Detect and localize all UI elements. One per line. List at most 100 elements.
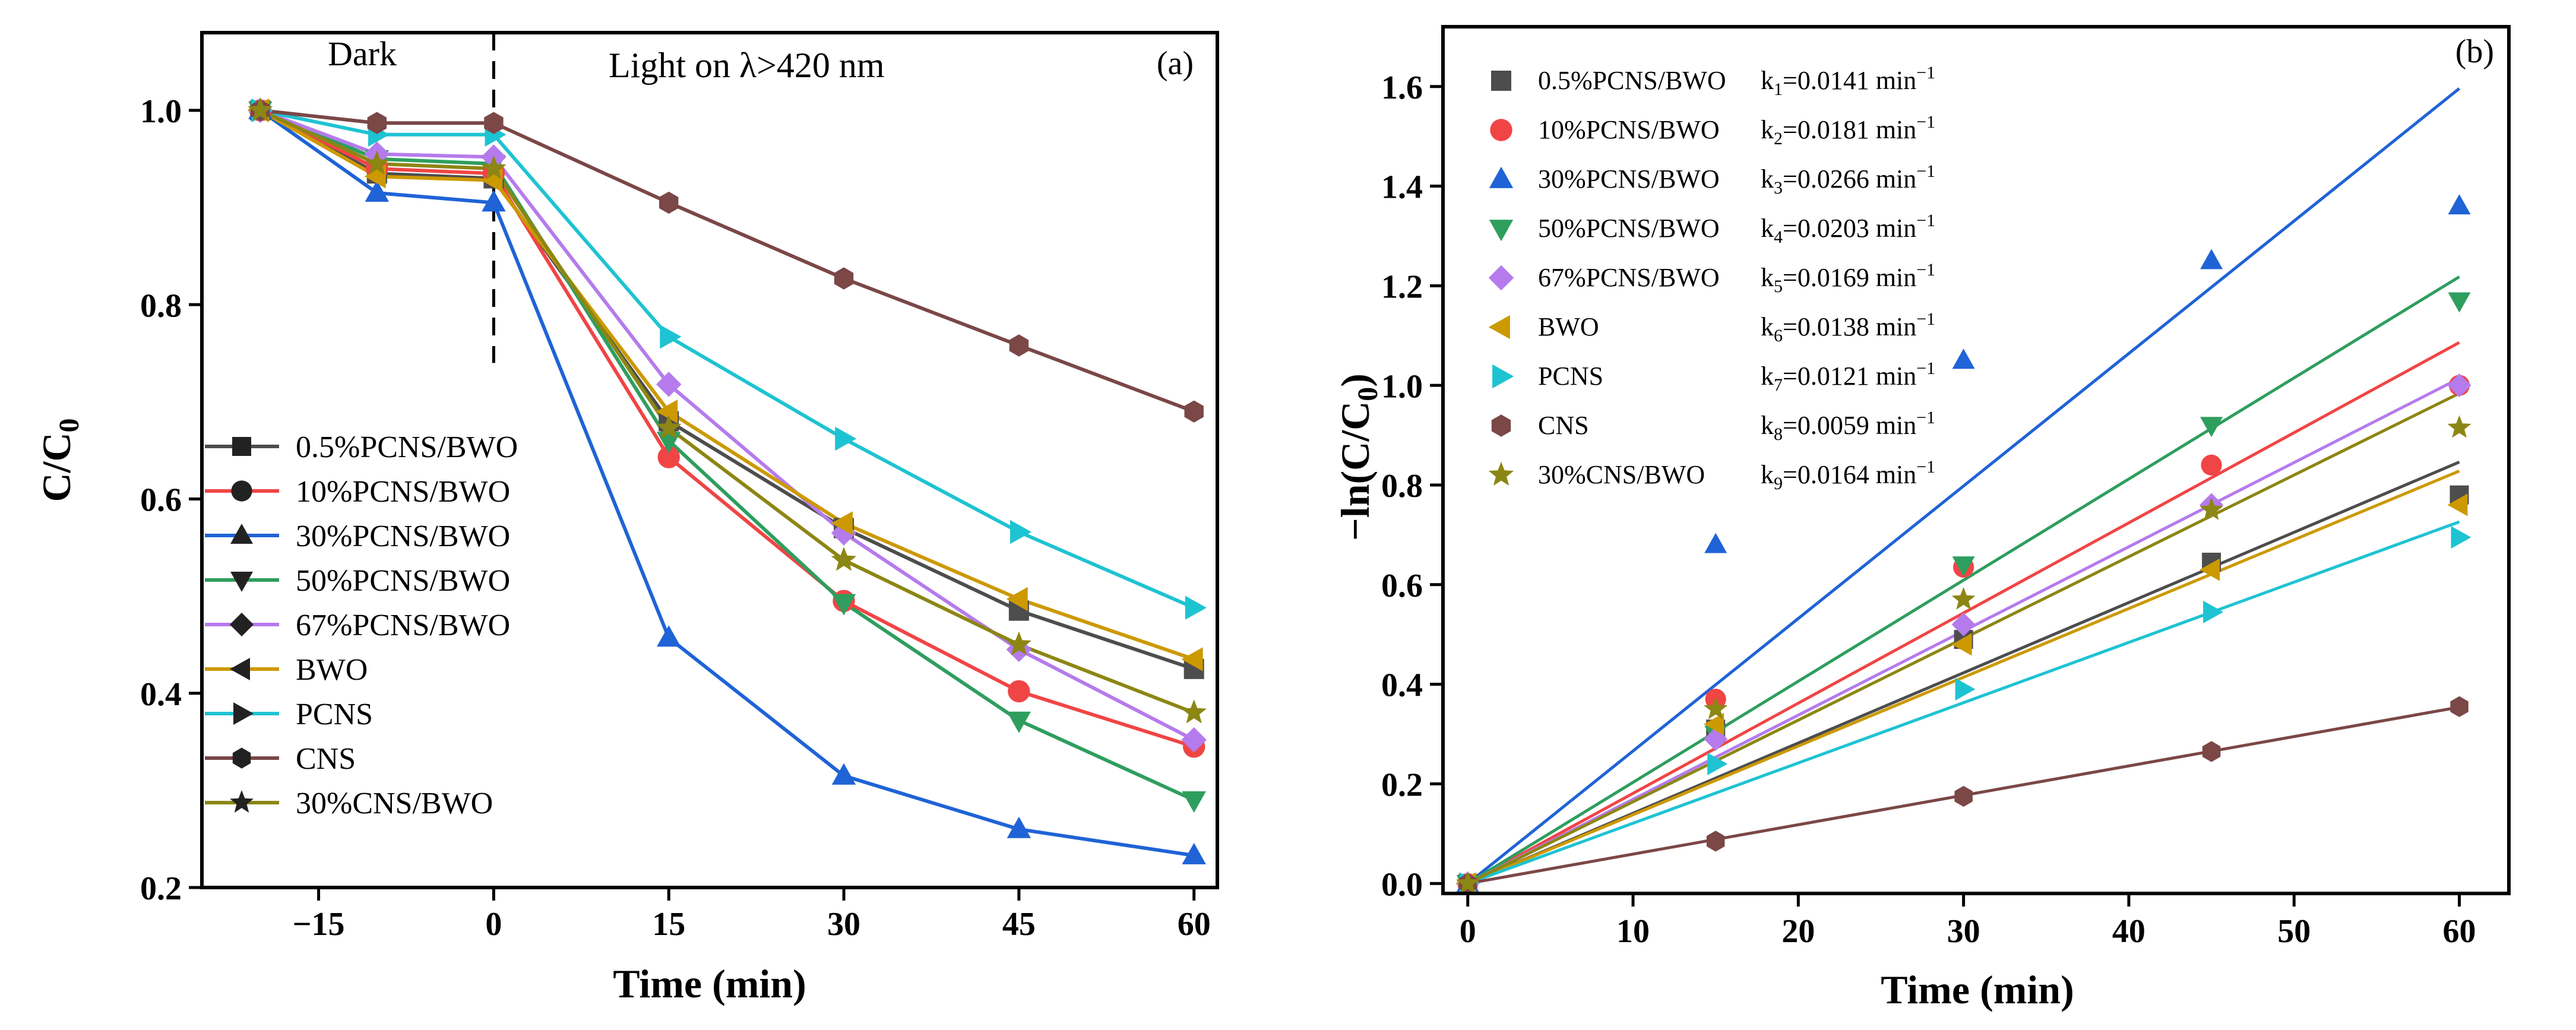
light-annotation: Light on λ>420 nm xyxy=(609,46,885,85)
rate-subscript: 4 xyxy=(1774,227,1783,247)
series-line-67-pcns-bwo xyxy=(260,109,1195,741)
rate-value: =0.0266 min xyxy=(1783,164,1916,194)
legend-label-10-pcns-bwo: 10%PCNS/BWO xyxy=(296,475,510,509)
data-point-cns xyxy=(659,191,679,214)
rate-unit-superscript: −1 xyxy=(1916,408,1935,427)
data-point-10-pcns-bwo xyxy=(1008,680,1030,703)
data-point-30-pcns-bwo xyxy=(1704,533,1727,553)
panel-b-xlabel: Time (min) xyxy=(1881,967,2074,1012)
rate-subscript: 9 xyxy=(1774,474,1783,493)
data-point-50-pcns-bwo xyxy=(1007,711,1031,733)
data-point-30-cns-bwo xyxy=(481,155,507,180)
legend-marker-30-cns-bwo xyxy=(230,790,254,813)
data-point-bwo xyxy=(1006,587,1028,611)
legend-marker-0-5-pcns-bwo xyxy=(1491,71,1511,91)
legend-rate-50-pcns-bwo: k4=0.0203 min−1 xyxy=(1761,211,1935,247)
rate-symbol: k xyxy=(1761,214,1774,243)
rate-unit-superscript: −1 xyxy=(1916,359,1935,378)
legend-marker-bwo xyxy=(1488,315,1510,340)
panel-b-marks xyxy=(1455,87,2471,896)
data-point-30-pcns-bwo xyxy=(1007,816,1031,838)
rate-symbol: k xyxy=(1761,362,1774,391)
panel-b-xtick-label: 50 xyxy=(2277,913,2311,950)
fit-line-50-pcns-bwo xyxy=(1467,275,2460,885)
data-point-cns xyxy=(1184,400,1204,423)
data-point-30-cns-bwo xyxy=(656,414,682,439)
rate-subscript: 8 xyxy=(1774,424,1783,444)
data-point-50-pcns-bwo xyxy=(2448,292,2471,313)
data-point-pcns xyxy=(1955,678,1976,701)
legend-label-67-pcns-bwo: 67%PCNS/BWO xyxy=(296,609,510,642)
rate-value: =0.0169 min xyxy=(1783,263,1916,292)
data-point-30-cns-bwo xyxy=(364,150,390,175)
panel-b-ytick-label: 0.8 xyxy=(1381,468,1423,505)
panel-a-frame xyxy=(200,31,1219,889)
legend-rate-0-5-pcns-bwo: k1=0.0141 min−1 xyxy=(1761,63,1935,99)
data-point-30-pcns-bwo xyxy=(1952,348,1975,369)
panel-b-axes: 0 10 20 30 40 50 60 0.0 0.2 0.4 0.6 0.8 1.0 1.2 1.4 1.6 xyxy=(1381,69,2476,950)
data-point-30-cns-bwo xyxy=(1704,696,1728,720)
panel-a-ylabel-main: C/C xyxy=(34,432,79,502)
legend-label-pcns: PCNS xyxy=(296,698,373,731)
rate-value: =0.0121 min xyxy=(1783,362,1916,391)
data-point-bwo xyxy=(831,511,853,535)
panel-b-xtick-label: 40 xyxy=(2112,913,2145,950)
legend-rate-30-pcns-bwo: k3=0.0266 min−1 xyxy=(1761,161,1935,198)
panel-b-ytick-label: 0.0 xyxy=(1381,866,1423,903)
panel-a-xtick-label: 15 xyxy=(652,906,685,943)
panel-a: −15 0 15 30 45 60 0.2 0.4 0.6 0.8 1.0 (a) Dark Lig… xyxy=(34,31,1219,1006)
rate-symbol: k xyxy=(1761,411,1774,440)
data-point-30-cns-bwo xyxy=(2447,415,2471,438)
panel-a-ytick-label: 0.6 xyxy=(140,482,182,519)
panel-b-legend: 0.5%PCNS/BWO k1=0.0141 min−110%PCNS/BWO k2… xyxy=(1488,63,1935,493)
panel-b-ytick-label: 1.0 xyxy=(1381,368,1423,405)
data-point-30-pcns-bwo xyxy=(2448,194,2471,215)
panel-a-ytick-label: 0.8 xyxy=(140,287,182,324)
panel-b-ytick-label: 0.2 xyxy=(1381,767,1423,804)
rate-value: =0.0181 min xyxy=(1783,115,1916,144)
legend-marker-10-pcns-bwo xyxy=(1490,119,1512,141)
panel-b-label: (b) xyxy=(2455,33,2494,70)
data-point-bwo xyxy=(656,400,678,424)
panel-a-legend: 0.5%PCNS/BWO 10%PCNS/BWO 30%PCNS/BWO 50%PCN… xyxy=(205,430,518,820)
panel-a-ytick-label: 0.2 xyxy=(140,870,182,907)
legend-marker-bwo xyxy=(230,658,250,680)
legend-label-30-cns-bwo: 30%CNS/BWO xyxy=(296,787,493,820)
rate-symbol: k xyxy=(1761,66,1774,95)
series-line-10-pcns-bwo xyxy=(259,109,1195,749)
panel-a-xtick-label: 0 xyxy=(485,906,502,943)
panel-a-xtick-label: −15 xyxy=(293,906,345,943)
data-point-30-pcns-bwo xyxy=(1182,842,1206,864)
legend-label-cns: CNS xyxy=(1538,411,1589,440)
panel-a-ylabel: C/C0 xyxy=(34,418,85,502)
data-point-67-pcns-bwo xyxy=(1951,612,1976,636)
data-point-bwo xyxy=(1951,633,1972,656)
data-point-cns xyxy=(1009,334,1029,357)
rate-value: =0.0141 min xyxy=(1783,66,1916,95)
data-point-bwo xyxy=(1181,647,1203,671)
legend-rate-67-pcns-bwo: k5=0.0169 min−1 xyxy=(1761,260,1935,296)
data-point-cns xyxy=(2450,696,2469,717)
legend-label-bwo: BWO xyxy=(296,653,368,687)
panel-a-xtick-label: 60 xyxy=(1178,906,1211,943)
panel-a-ytick-label: 1.0 xyxy=(140,93,182,130)
legend-marker-30-cns-bwo xyxy=(1488,461,1514,486)
legend-label-30-pcns-bwo: 30%PCNS/BWO xyxy=(1538,164,1720,194)
rate-subscript: 1 xyxy=(1774,80,1783,99)
fit-line-pcns xyxy=(1467,520,2460,885)
panel-b-ytick-label: 1.6 xyxy=(1381,69,1423,106)
data-point-50-pcns-bwo xyxy=(1952,556,1975,577)
legend-marker-67-pcns-bwo xyxy=(230,613,254,636)
legend-marker-67-pcns-bwo xyxy=(1488,265,1514,291)
legend-label-0-5-pcns-bwo: 0.5%PCNS/BWO xyxy=(296,430,518,464)
data-point-pcns xyxy=(1010,519,1032,544)
legend-marker-pcns xyxy=(233,702,254,725)
legend-marker-30-pcns-bwo xyxy=(1489,166,1514,188)
data-point-30-cns-bwo xyxy=(2200,497,2223,520)
rate-unit-superscript: −1 xyxy=(1916,63,1935,83)
panel-a-xtick-label: 45 xyxy=(1002,906,1036,943)
dark-annotation: Dark xyxy=(328,34,397,73)
legend-label-cns: CNS xyxy=(296,742,356,776)
rate-value: =0.0059 min xyxy=(1783,411,1916,440)
panel-a-marks xyxy=(248,33,1207,864)
